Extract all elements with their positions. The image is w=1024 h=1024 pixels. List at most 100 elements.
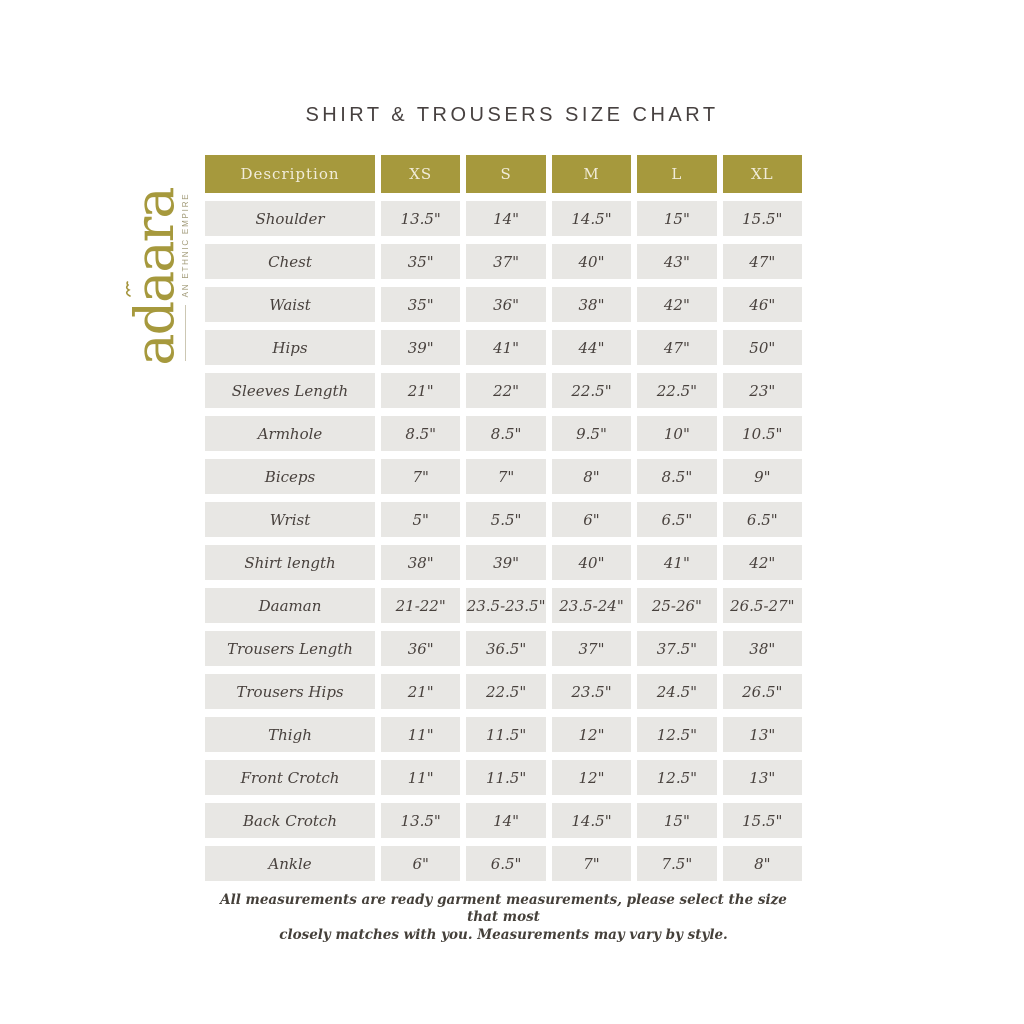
measurement-cell: 10.5"	[722, 416, 802, 451]
measurement-cell: 36"	[466, 287, 546, 322]
measurement-cell: 15.5"	[722, 803, 802, 838]
measurement-cell: 12.5"	[637, 760, 717, 795]
footer-note: All measurements are ready garment measu…	[205, 892, 802, 944]
measurement-cell: 21-22"	[381, 588, 461, 623]
measurement-cell: 50"	[722, 330, 802, 365]
measurement-cell: 39"	[381, 330, 461, 365]
measurement-cell: 41"	[466, 330, 546, 365]
measurement-cell: 38"	[551, 287, 632, 322]
measurement-cell: 11.5"	[466, 760, 546, 795]
row-label: Front Crotch	[205, 760, 375, 795]
measurement-cell: 36"	[381, 631, 461, 666]
measurement-cell: 11"	[381, 760, 461, 795]
measurement-cell: 8.5"	[637, 459, 717, 494]
column-header-size-s: S	[466, 155, 546, 193]
measurement-cell: 38"	[722, 631, 802, 666]
row-label: Shoulder	[205, 201, 375, 236]
measurement-cell: 41"	[637, 545, 717, 580]
measurement-cell: 40"	[551, 244, 632, 279]
measurement-cell: 12"	[551, 717, 632, 752]
column-header-size-xl: XL	[722, 155, 802, 193]
measurement-cell: 14"	[466, 803, 546, 838]
measurement-cell: 8"	[551, 459, 632, 494]
measurement-cell: 5"	[381, 502, 461, 537]
measurement-cell: 42"	[637, 287, 717, 322]
row-label: Trousers Hips	[205, 674, 375, 709]
measurement-cell: 13.5"	[381, 803, 461, 838]
measurement-cell: 24.5"	[637, 674, 717, 709]
row-label: Waist	[205, 287, 375, 322]
measurement-cell: 23"	[722, 373, 802, 408]
measurement-cell: 26.5-27"	[722, 588, 802, 623]
logo-bird-accent-icon	[125, 281, 131, 297]
measurement-cell: 37"	[551, 631, 632, 666]
measurement-cell: 35"	[381, 244, 461, 279]
measurement-cell: 22.5"	[466, 674, 546, 709]
measurement-cell: 13"	[722, 717, 802, 752]
measurement-cell: 22.5"	[551, 373, 632, 408]
column-header-size-xs: XS	[381, 155, 461, 193]
column-header-size-l: L	[637, 155, 717, 193]
measurement-cell: 12"	[551, 760, 632, 795]
row-label: Wrist	[205, 502, 375, 537]
measurement-cell: 22.5"	[637, 373, 717, 408]
footer-note-line2: closely matches with you. Measurements m…	[279, 926, 728, 943]
measurement-cell: 7"	[466, 459, 546, 494]
page-title: SHIRT & TROUSERS SIZE CHART	[305, 104, 719, 126]
measurement-cell: 6"	[551, 502, 632, 537]
measurement-cell: 14.5"	[551, 803, 632, 838]
measurement-cell: 7"	[551, 846, 632, 881]
measurement-cell: 38"	[381, 545, 461, 580]
measurement-cell: 6"	[381, 846, 461, 881]
measurement-cell: 6.5"	[722, 502, 802, 537]
measurement-cell: 40"	[551, 545, 632, 580]
row-label: Shirt length	[205, 545, 375, 580]
row-label: Ankle	[205, 846, 375, 881]
measurement-cell: 26.5"	[722, 674, 802, 709]
measurement-cell: 15"	[637, 201, 717, 236]
measurement-cell: 44"	[551, 330, 632, 365]
measurement-cell: 47"	[722, 244, 802, 279]
measurement-cell: 6.5"	[637, 502, 717, 537]
row-label: Thigh	[205, 717, 375, 752]
measurement-cell: 15.5"	[722, 201, 802, 236]
measurement-cell: 11.5"	[466, 717, 546, 752]
measurement-cell: 15"	[637, 803, 717, 838]
measurement-cell: 46"	[722, 287, 802, 322]
measurement-cell: 21"	[381, 674, 461, 709]
measurement-cell: 21"	[381, 373, 461, 408]
measurement-cell: 43"	[637, 244, 717, 279]
measurement-cell: 8.5"	[466, 416, 546, 451]
measurement-cell: 7.5"	[637, 846, 717, 881]
measurement-cell: 42"	[722, 545, 802, 580]
measurement-cell: 14.5"	[551, 201, 632, 236]
measurement-cell: 35"	[381, 287, 461, 322]
measurement-cell: 13.5"	[381, 201, 461, 236]
measurement-cell: 8"	[722, 846, 802, 881]
row-label: Chest	[205, 244, 375, 279]
measurement-cell: 14"	[466, 201, 546, 236]
row-label: Biceps	[205, 459, 375, 494]
measurement-cell: 39"	[466, 545, 546, 580]
measurement-cell: 23.5-24"	[551, 588, 632, 623]
measurement-cell: 9.5"	[551, 416, 632, 451]
row-label: Daaman	[205, 588, 375, 623]
column-header-description: Description	[205, 155, 375, 193]
brand-wordmark: adaara	[123, 188, 186, 366]
footer-note-line1: All measurements are ready garment measu…	[220, 892, 787, 926]
measurement-cell: 23.5"	[551, 674, 632, 709]
measurement-cell: 25-26"	[637, 588, 717, 623]
measurement-cell: 12.5"	[637, 717, 717, 752]
measurement-cell: 7"	[381, 459, 461, 494]
brand-logo: adaara AN ETHNIC EMPIRE	[123, 177, 197, 377]
measurement-cell: 6.5"	[466, 846, 546, 881]
measurement-cell: 36.5"	[466, 631, 546, 666]
measurement-cell: 10"	[637, 416, 717, 451]
measurement-cell: 47"	[637, 330, 717, 365]
measurement-cell: 13"	[722, 760, 802, 795]
column-header-size-m: M	[551, 155, 632, 193]
measurement-cell: 11"	[381, 717, 461, 752]
size-table: Description XS S M L XL Shoulder 13.5" 14" 14.5" 1…	[205, 155, 802, 881]
measurement-cell: 22"	[466, 373, 546, 408]
